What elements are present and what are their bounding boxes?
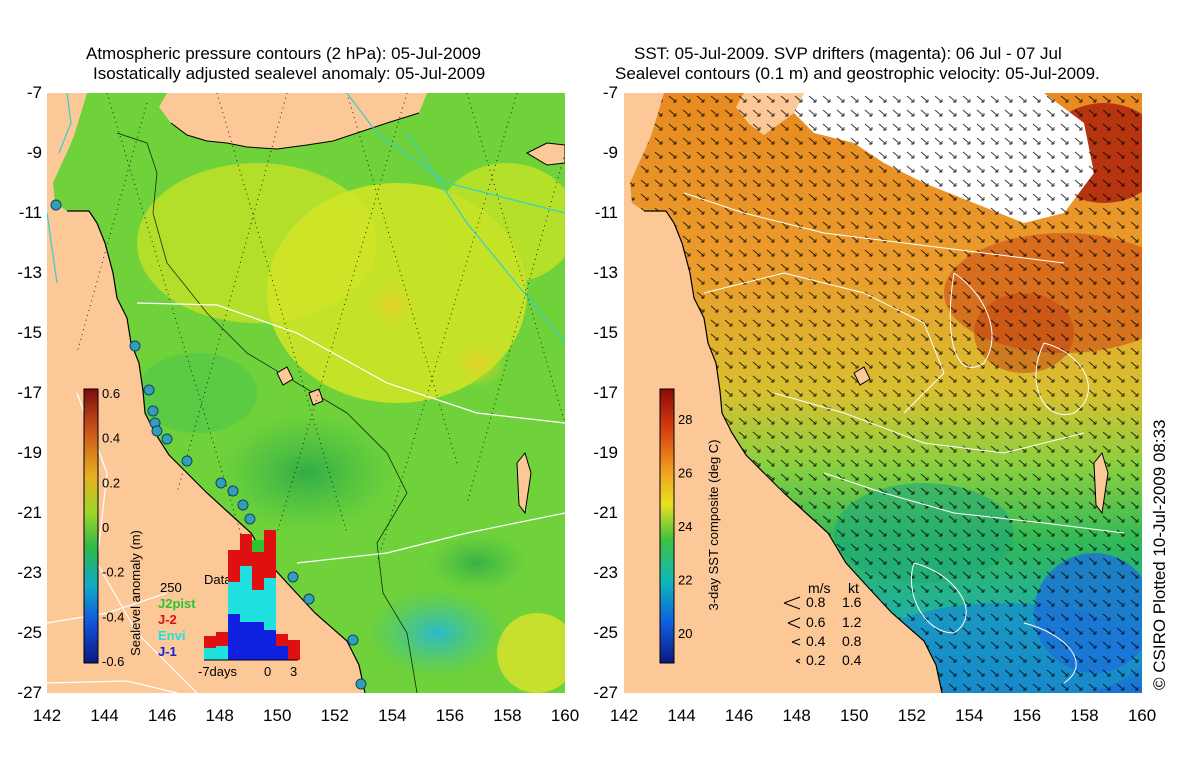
legend-envi: Envi bbox=[158, 628, 185, 643]
left-ytick: -11 bbox=[18, 203, 42, 222]
left-ytick: -15 bbox=[17, 323, 42, 342]
data-count-histogram: 250 Data count J2pist J-2 Envi J-1 -7day… bbox=[158, 530, 300, 679]
right-title-line2: Sealevel contours (0.1 m) and geostrophi… bbox=[615, 64, 1100, 83]
right-ytick: -23 bbox=[593, 563, 618, 582]
left-png-land bbox=[159, 93, 427, 149]
legend-j2: J-2 bbox=[158, 612, 177, 627]
left-ytick: -17 bbox=[17, 383, 42, 402]
right-colorbar-tick: 20 bbox=[678, 626, 692, 641]
right-xtick: 146 bbox=[724, 706, 754, 725]
histogram-max-label: 250 bbox=[160, 580, 182, 595]
right-colorbar-tick: 26 bbox=[678, 466, 692, 481]
vel-row-0-ms: 0.8 bbox=[806, 594, 826, 610]
left-colorbar-tick: -0.6 bbox=[102, 654, 124, 669]
velocity-legend: m/s kt 0.8 1.6 0.6 1.2 0.4 0.8 0.2 0.4 bbox=[783, 580, 862, 667]
right-ytick: -15 bbox=[593, 323, 618, 342]
right-xtick: 156 bbox=[1012, 706, 1042, 725]
right-ytick: -7 bbox=[602, 83, 618, 102]
left-ytick: -27 bbox=[17, 683, 42, 702]
vel-row-3-kt: 0.4 bbox=[842, 652, 862, 667]
right-colorbar: 28 26 24 22 20 3-day SST composite (deg C) bbox=[659, 388, 721, 664]
vel-header-ms: m/s bbox=[808, 580, 831, 596]
left-colorbar-tick: 0 bbox=[102, 520, 109, 535]
right-xtick: 150 bbox=[840, 706, 869, 725]
left-xtick: 142 bbox=[32, 706, 62, 725]
left-xtick: 160 bbox=[550, 706, 580, 725]
right-colorbar-tick: 22 bbox=[678, 573, 692, 588]
left-ytick: -13 bbox=[17, 263, 42, 282]
right-xtick: 160 bbox=[1127, 706, 1157, 725]
left-australia-land bbox=[47, 211, 365, 693]
left-map[interactable] bbox=[47, 93, 565, 693]
left-ytick: -19 bbox=[17, 443, 42, 462]
right-ytick: -9 bbox=[602, 143, 618, 162]
right-australia-land bbox=[624, 211, 942, 693]
vel-row-1-kt: 1.2 bbox=[842, 614, 862, 630]
right-xtick: 144 bbox=[667, 706, 696, 725]
histogram-legend: J2pist J-2 Envi J-1 bbox=[158, 596, 196, 659]
left-xtick: 152 bbox=[320, 706, 349, 725]
left-xtick: 144 bbox=[90, 706, 119, 725]
right-colorbar-tick: 28 bbox=[678, 412, 692, 427]
left-xtick: 156 bbox=[435, 706, 465, 725]
right-xtick: 152 bbox=[897, 706, 926, 725]
right-ytick: -19 bbox=[593, 443, 618, 462]
left-xtick: 150 bbox=[263, 706, 292, 725]
vel-row-2-ms: 0.4 bbox=[806, 633, 826, 649]
legend-j2pist: J2pist bbox=[158, 596, 196, 611]
copyright-text: © CSIRO Plotted 10-Jul-2009 08:33 bbox=[1150, 419, 1169, 690]
right-ytick: -25 bbox=[593, 623, 618, 642]
right-ytick: -17 bbox=[593, 383, 618, 402]
right-title-line1: SST: 05-Jul-2009. SVP drifters (magenta)… bbox=[634, 44, 1062, 63]
histogram-bars bbox=[204, 530, 300, 660]
left-colorbar-tick: 0.6 bbox=[102, 386, 120, 401]
histogram-x-right: 3 bbox=[290, 664, 297, 679]
left-colorbar-tick: -0.4 bbox=[102, 609, 124, 624]
left-xtick: 146 bbox=[147, 706, 177, 725]
left-ytick: -23 bbox=[17, 563, 42, 582]
right-xtick: 154 bbox=[955, 706, 984, 725]
vel-row-0-kt: 1.6 bbox=[842, 594, 862, 610]
vel-row-1-ms: 0.6 bbox=[806, 614, 826, 630]
vel-row-2-kt: 0.8 bbox=[842, 633, 862, 649]
histogram-x-mid: 0 bbox=[264, 664, 271, 679]
left-colorbar-tick: -0.2 bbox=[102, 565, 124, 580]
right-xtick: 148 bbox=[782, 706, 811, 725]
left-colorbar-label: Sealevel anomaly (m) bbox=[128, 530, 143, 656]
left-ytick: -7 bbox=[26, 83, 42, 102]
right-map[interactable] bbox=[624, 93, 1142, 693]
legend-j1: J-1 bbox=[158, 644, 177, 659]
left-title-line2: Isostatically adjusted sealevel anomaly:… bbox=[93, 64, 486, 83]
vel-row-3-ms: 0.2 bbox=[806, 652, 826, 667]
right-ytick: -11 bbox=[594, 203, 618, 222]
left-title-line1: Atmospheric pressure contours (2 hPa): 0… bbox=[86, 44, 481, 63]
vel-header-kt: kt bbox=[848, 580, 859, 596]
right-ytick: -13 bbox=[593, 263, 618, 282]
right-colorbar-tick: 24 bbox=[678, 519, 692, 534]
right-ytick: -21 bbox=[593, 503, 618, 522]
right-ytick: -27 bbox=[593, 683, 618, 702]
left-xtick: 154 bbox=[378, 706, 407, 725]
left-ytick: -9 bbox=[26, 143, 42, 162]
left-ytick: -21 bbox=[17, 503, 42, 522]
left-xtick: 148 bbox=[205, 706, 234, 725]
left-ytick: -25 bbox=[17, 623, 42, 642]
right-xtick: 158 bbox=[1070, 706, 1099, 725]
histogram-x-left: -7days bbox=[198, 664, 238, 679]
left-xtick: 158 bbox=[493, 706, 522, 725]
right-xtick: 142 bbox=[609, 706, 639, 725]
left-colorbar-tick: 0.4 bbox=[102, 431, 120, 446]
left-colorbar-tick: 0.2 bbox=[102, 475, 120, 490]
right-colorbar-label: 3-day SST composite (deg C) bbox=[706, 440, 721, 611]
left-colorbar: 0.6 0.4 0.2 0 -0.2 -0.4 -0.6 Sealevel anomaly … bbox=[83, 386, 143, 669]
